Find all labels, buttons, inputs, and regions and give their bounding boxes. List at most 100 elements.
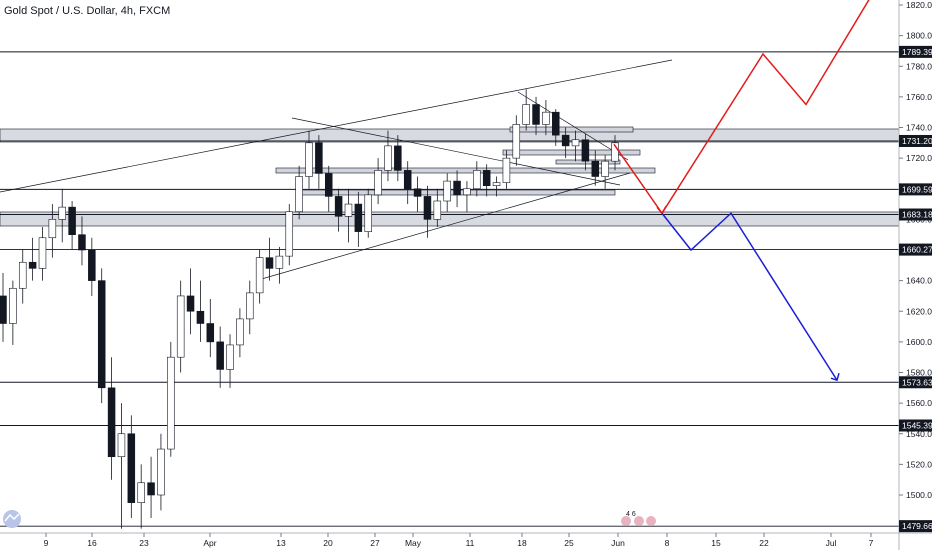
candle: [127, 415, 136, 518]
candle: [107, 357, 116, 480]
candle: [473, 161, 481, 197]
candle-body: [0, 295, 7, 324]
candle: [403, 161, 412, 205]
y-tick-label: 1540.00: [906, 429, 932, 439]
candle-body: [532, 104, 540, 125]
range-box: [275, 167, 656, 174]
candle-body: [473, 170, 481, 190]
event-flags-icon: 4 6: [621, 511, 656, 526]
candle: [48, 204, 57, 258]
level-tag-label: 1573.63: [902, 377, 932, 387]
x-tick-label: Jul: [826, 538, 837, 548]
candle: [324, 165, 333, 212]
candle-body: [384, 145, 392, 171]
price-axis[interactable]: 1500.00 1520.00 1540.00 1560.00 1580.00 1600.…: [898, 0, 932, 550]
candle: [522, 89, 530, 131]
range-box: [502, 149, 641, 156]
candle: [137, 464, 145, 529]
x-tick-label: 25: [564, 538, 574, 548]
bearish-projection: [661, 212, 838, 381]
candle: [285, 204, 294, 266]
flag-marker: [621, 516, 631, 526]
candle: [295, 165, 303, 220]
candle-body: [581, 139, 590, 162]
y-tick-label: 1820.00: [906, 0, 932, 10]
candle: [206, 299, 215, 358]
candle: [344, 188, 353, 243]
time-axis[interactable]: 9 16 23 Apr 13 20 27 May 11 18 25 Jun 8 15 22 Jul 7: [0, 532, 932, 548]
candle-body: [97, 280, 106, 389]
candle-body: [265, 257, 274, 269]
level-tag-label: 1545.39: [902, 420, 932, 430]
candle-body: [236, 318, 244, 346]
logo-mark: [4, 513, 20, 522]
candle: [246, 280, 254, 335]
candle-body: [374, 170, 382, 196]
candle-body: [9, 287, 17, 324]
x-tick-label: 27: [370, 538, 380, 548]
candle-body: [176, 295, 185, 358]
candle: [305, 130, 313, 189]
x-tick-label: Jun: [611, 538, 625, 548]
trend-line: [257, 172, 631, 281]
level-tag-label: 1731.20: [902, 136, 932, 146]
x-tick-label: 8: [665, 538, 670, 548]
candle: [78, 216, 86, 266]
candle-body: [28, 261, 37, 269]
x-tick-label: 18: [517, 538, 527, 548]
x-tick-label: Apr: [203, 538, 216, 548]
level-tag-label: 1683.18: [902, 210, 932, 220]
y-tick-label: 1760.00: [906, 92, 932, 102]
bearish-then-bullish-projection: [613, 0, 870, 215]
candle-body: [512, 124, 521, 159]
candle: [196, 280, 205, 342]
candle-body: [216, 341, 224, 370]
candle-body: [255, 257, 264, 294]
candle: [334, 188, 343, 232]
candle-body: [285, 211, 294, 257]
candle: [255, 250, 264, 304]
candle: [167, 341, 175, 457]
y-tick-label: 1600.00: [906, 337, 932, 347]
candle-body: [18, 261, 27, 289]
candle-body: [443, 180, 451, 202]
candle: [542, 99, 550, 136]
candle: [216, 326, 224, 388]
level-tag-bg: [899, 376, 932, 389]
candle-body: [196, 310, 205, 324]
candle: [591, 150, 600, 186]
candle: [68, 201, 76, 250]
y-tick-label: 1620.00: [906, 306, 932, 316]
candle-body: [413, 188, 422, 197]
blue-arrow-head: [830, 372, 840, 382]
x-tick-label: 15: [711, 538, 721, 548]
candle-body: [453, 180, 461, 196]
candle-body: [127, 433, 136, 503]
candle-body: [423, 196, 432, 220]
candle: [147, 456, 155, 518]
candle-body: [324, 173, 333, 197]
chart-title: Gold Spot / U.S. Dollar, 4h, FXCM: [4, 5, 170, 17]
candle: [552, 109, 560, 146]
candle: [364, 188, 372, 238]
y-tick-label: 1740.00: [906, 123, 932, 133]
candle-body: [571, 139, 580, 147]
candle-body: [58, 206, 66, 220]
x-tick-label: 11: [466, 538, 475, 548]
candle: [28, 237, 37, 281]
level-price-tag: 1789.39: [899, 45, 932, 58]
y-tick-label: 1780.00: [906, 61, 932, 71]
candle: [384, 130, 392, 182]
candle-body: [601, 160, 609, 177]
level-tag-bg: [899, 208, 932, 221]
candle-body: [226, 344, 234, 370]
tradingview-logo-icon: [3, 510, 21, 528]
candle: [502, 150, 511, 189]
event-count-label: 4 6: [626, 511, 636, 518]
candle-body: [78, 234, 86, 251]
y-tick-label: 1500.00: [906, 490, 932, 500]
candle-body: [305, 142, 313, 177]
candle-body: [364, 194, 372, 232]
